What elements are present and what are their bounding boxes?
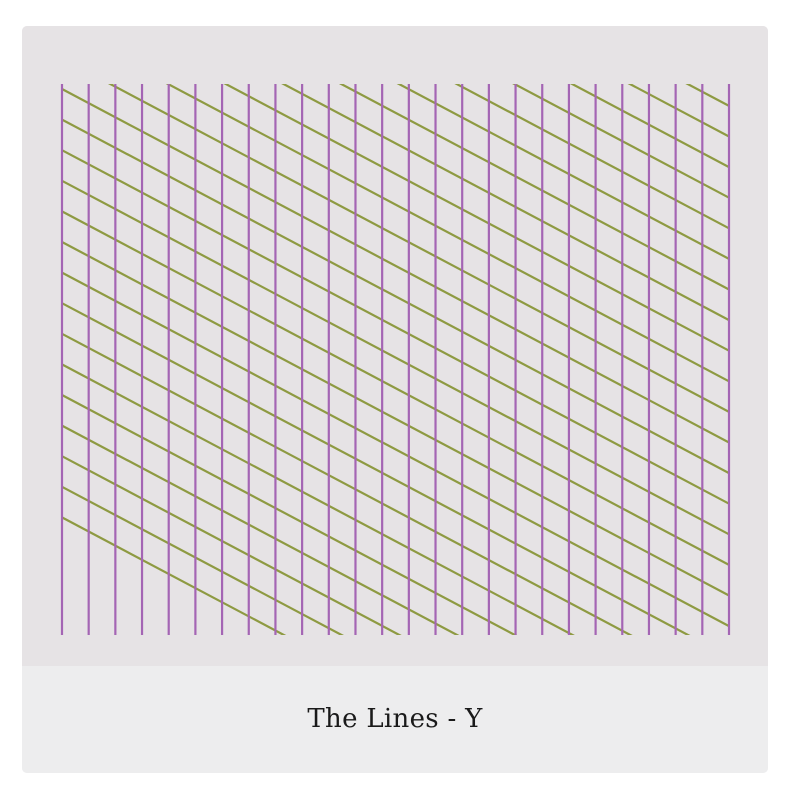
- diagonal-line: [61, 424, 460, 635]
- diagonal-line: [512, 84, 729, 199]
- diagonal-line: [61, 271, 729, 628]
- diagonal-line: [61, 210, 729, 566]
- diagonal-line: [61, 88, 729, 444]
- diagonal-line: [61, 485, 344, 635]
- diagonal-line: [685, 84, 729, 107]
- diagonal-line: [61, 179, 729, 536]
- diagonal-line: [165, 84, 729, 383]
- diagonal-lines: [61, 26, 729, 635]
- diagonal-line: [569, 84, 729, 169]
- diagonal-line: [223, 84, 729, 352]
- diagonal-line: [61, 516, 287, 635]
- diagonal-line: [107, 84, 729, 413]
- diagonal-line: [61, 455, 402, 635]
- diagonal-line: [61, 332, 633, 635]
- diagonal-line: [61, 394, 518, 635]
- line-artwork: [60, 26, 731, 635]
- diagonal-line: [61, 241, 729, 597]
- vertical-lines: [60, 84, 731, 635]
- diagonal-line: [62, 26, 729, 75]
- artwork-panel: [22, 26, 768, 666]
- diagonal-line: [338, 84, 729, 291]
- diagonal-line: [454, 84, 729, 230]
- diagonal-line: [281, 84, 729, 322]
- diagonal-line: [61, 118, 729, 475]
- diagonal-line: [396, 84, 729, 260]
- artwork-title: The Lines - Y: [307, 703, 483, 734]
- diagonal-line: [61, 363, 575, 635]
- diagonal-line: [627, 84, 729, 138]
- diagonal-line: [61, 302, 691, 635]
- artwork-card[interactable]: The Lines - Y: [22, 26, 768, 773]
- diagonal-line: [61, 149, 729, 505]
- caption-bar: The Lines - Y: [22, 666, 768, 773]
